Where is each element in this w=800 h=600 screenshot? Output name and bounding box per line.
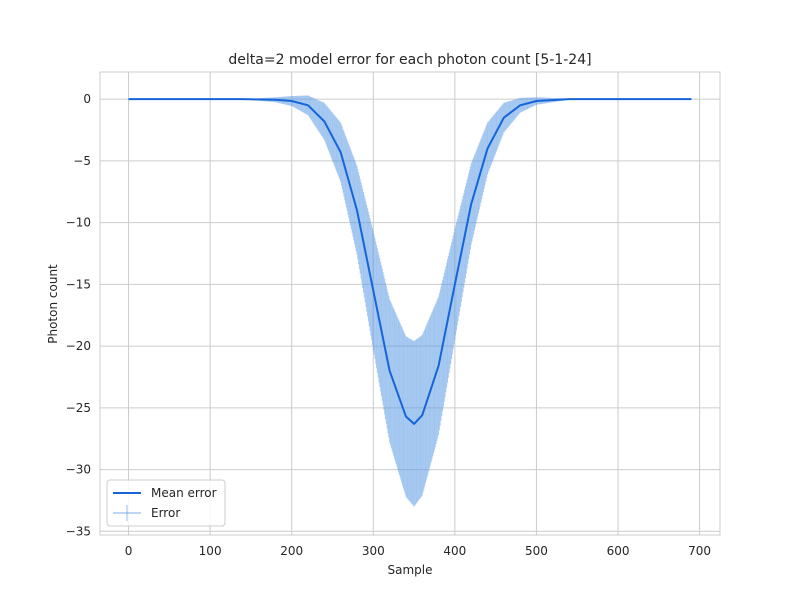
y-tick-label: −20 bbox=[66, 339, 91, 353]
y-tick-label: −15 bbox=[66, 277, 91, 291]
x-tick-label: 700 bbox=[688, 544, 711, 558]
y-tick-label: −35 bbox=[66, 524, 91, 538]
x-tick-labels: 0 100 200 300 400 500 600 700 bbox=[125, 544, 711, 558]
y-tick-labels: 0 −5 −10 −15 −20 −25 −30 −35 bbox=[66, 92, 91, 538]
x-tick-label: 600 bbox=[607, 544, 630, 558]
mean-error-layer bbox=[128, 98, 692, 425]
y-tick-label: −25 bbox=[66, 401, 91, 415]
mean-error-line bbox=[128, 98, 692, 425]
legend-mean-error-label: Mean error bbox=[151, 486, 217, 500]
x-tick-label: 400 bbox=[443, 544, 466, 558]
y-axis-label: Photon count bbox=[46, 264, 60, 344]
legend: Mean error Error bbox=[106, 479, 226, 527]
legend-box bbox=[106, 479, 226, 527]
chart-title: delta=2 model error for each photon coun… bbox=[228, 52, 591, 68]
x-tick-label: 300 bbox=[362, 544, 385, 558]
legend-error-label: Error bbox=[151, 506, 180, 520]
x-tick-label: 100 bbox=[199, 544, 222, 558]
y-tick-label: −30 bbox=[66, 463, 91, 477]
y-tick-label: −5 bbox=[73, 154, 91, 168]
x-tick-label: 200 bbox=[280, 544, 303, 558]
y-tick-label: 0 bbox=[83, 92, 91, 106]
y-tick-label: −10 bbox=[66, 216, 91, 230]
x-tick-label: 0 bbox=[125, 544, 133, 558]
x-axis-label: Sample bbox=[388, 563, 433, 577]
x-tick-label: 500 bbox=[525, 544, 548, 558]
grid bbox=[100, 72, 720, 535]
plot-frame bbox=[99, 71, 721, 536]
